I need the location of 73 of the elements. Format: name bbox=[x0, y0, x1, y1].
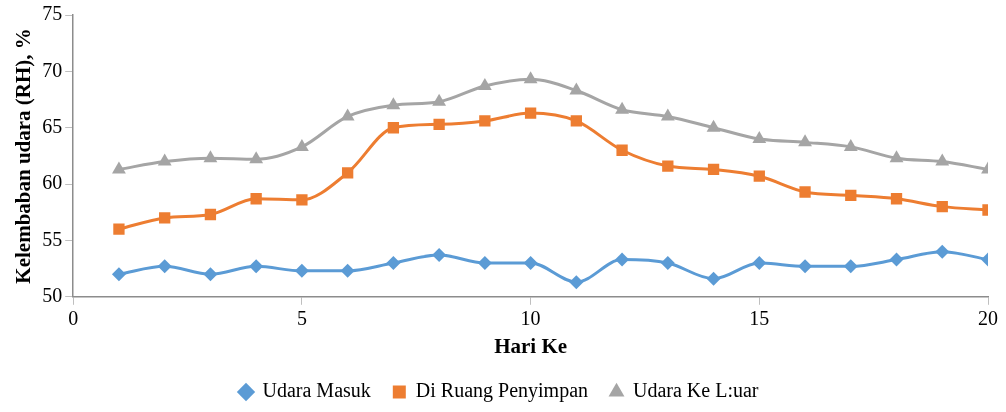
point bbox=[157, 259, 172, 274]
legend-label: Udara Masuk bbox=[262, 379, 371, 402]
y-tick-label: 75 bbox=[42, 2, 63, 25]
point bbox=[296, 194, 308, 206]
x-tick-label: 0 bbox=[68, 307, 79, 330]
point bbox=[294, 263, 309, 278]
point bbox=[752, 255, 767, 270]
point bbox=[524, 107, 537, 119]
point bbox=[386, 97, 401, 110]
x-tick-label: 5 bbox=[296, 307, 307, 330]
point bbox=[432, 248, 447, 263]
point bbox=[569, 275, 584, 290]
y-tick-label: 65 bbox=[42, 114, 63, 137]
point bbox=[843, 259, 858, 274]
point bbox=[798, 134, 812, 147]
point bbox=[294, 138, 309, 151]
x-axis-title: Hari Ke bbox=[494, 333, 568, 358]
point bbox=[340, 108, 355, 121]
point bbox=[157, 153, 172, 166]
y-tick-label: 70 bbox=[42, 58, 63, 81]
point bbox=[616, 144, 628, 156]
point bbox=[936, 200, 948, 213]
point bbox=[523, 255, 538, 270]
point bbox=[935, 244, 950, 259]
y-tick-label: 55 bbox=[42, 227, 63, 250]
point bbox=[250, 193, 262, 205]
point bbox=[249, 259, 264, 274]
point bbox=[889, 150, 904, 163]
point bbox=[477, 255, 492, 270]
y-tick-label: 50 bbox=[42, 284, 63, 307]
point bbox=[615, 252, 630, 267]
point bbox=[845, 189, 857, 202]
point bbox=[386, 255, 401, 270]
point bbox=[477, 78, 492, 91]
point bbox=[340, 263, 355, 278]
point bbox=[111, 267, 126, 282]
point bbox=[570, 115, 582, 127]
point bbox=[112, 161, 126, 174]
x-tick-label: 20 bbox=[978, 307, 998, 330]
point bbox=[432, 93, 447, 106]
legend-label: Di Ruang Penyimpan bbox=[415, 379, 589, 403]
y-tick-label: 60 bbox=[42, 171, 63, 194]
point bbox=[113, 223, 125, 235]
x-tick-label: 15 bbox=[749, 307, 770, 330]
point bbox=[889, 252, 904, 267]
point bbox=[660, 255, 675, 270]
point bbox=[706, 119, 721, 132]
point bbox=[660, 108, 675, 121]
point bbox=[890, 193, 903, 205]
point bbox=[935, 153, 950, 166]
point bbox=[203, 267, 218, 282]
point bbox=[706, 271, 721, 286]
point bbox=[662, 160, 674, 172]
point bbox=[479, 115, 491, 127]
point bbox=[203, 150, 218, 163]
point bbox=[753, 170, 765, 182]
point bbox=[387, 122, 400, 134]
point bbox=[523, 71, 538, 84]
point bbox=[341, 167, 354, 179]
point bbox=[843, 138, 858, 151]
x-tick-label: 10 bbox=[520, 307, 541, 330]
point bbox=[433, 118, 445, 130]
point bbox=[799, 186, 811, 198]
point bbox=[615, 101, 630, 114]
point bbox=[159, 212, 171, 224]
point bbox=[249, 151, 264, 164]
point bbox=[707, 163, 720, 176]
point bbox=[204, 208, 217, 221]
point bbox=[798, 259, 813, 274]
point bbox=[569, 82, 584, 95]
legend-label: Udara Ke L:uar bbox=[633, 379, 759, 402]
point bbox=[752, 130, 767, 143]
y-axis-title: Kelembaban udara (RH), % bbox=[11, 28, 36, 284]
